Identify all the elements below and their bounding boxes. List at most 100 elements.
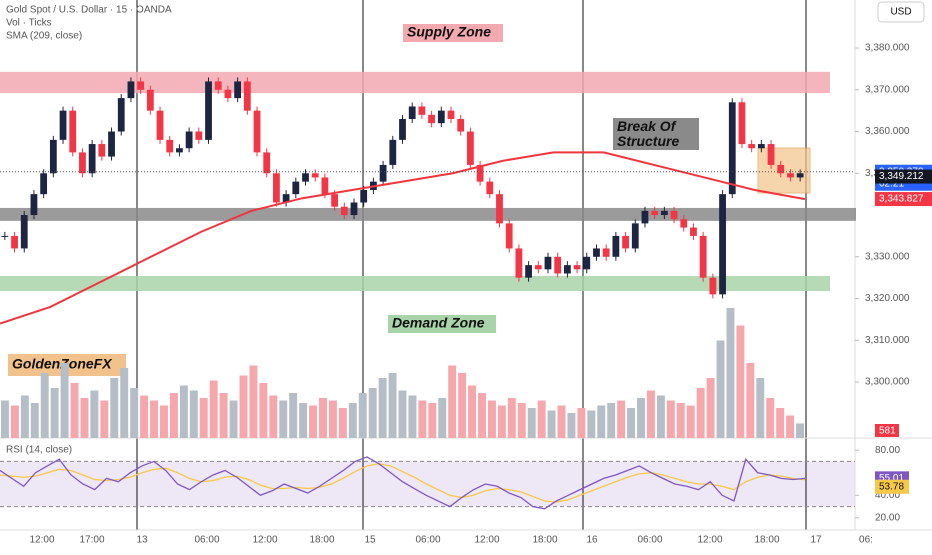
rsi-tick-label: 40.00 [875,490,900,501]
zone-tag-line: Structure [617,133,679,149]
candle [49,139,57,174]
volume-bar [497,405,506,438]
volume-bar [507,398,516,438]
rsi-tag-label: 55.01 [879,473,904,484]
volume-bar [130,388,139,438]
candle [146,89,154,111]
price-tag [875,192,932,207]
zone-tag-line: Break Of [617,118,677,134]
candle [176,148,183,153]
volume-bar [537,400,546,438]
x-tick-label: 16 [586,535,598,546]
candle [11,235,18,249]
volume-bar [120,368,129,438]
volume-bar [20,395,29,438]
candle [476,164,484,182]
volume-bar [348,403,357,438]
rsi-tick-label: 80.00 [875,445,900,456]
y-tick-label: 3,310.000 [865,335,910,346]
candle [690,227,697,236]
candle [641,210,649,224]
volume-bar [547,410,556,438]
candle [331,194,339,207]
x-tick-label: 18:00 [309,535,334,546]
volume-bar [577,408,586,438]
candle [496,194,503,224]
candle [534,265,542,270]
volume-bar [438,398,447,438]
volume-bar [160,405,168,438]
countdown: 02:21 [879,178,904,189]
candle [302,173,309,182]
volume-bar [229,400,238,438]
candle [117,98,125,132]
candle [602,248,610,257]
candle [243,81,251,111]
candle [573,265,581,270]
x-tick-label: 12:00 [29,535,54,546]
volume-bar [60,363,69,438]
volume-bar [90,390,99,438]
zone [0,275,830,292]
volume-bar [309,405,318,438]
volume-bar [627,408,636,438]
candle [350,202,358,216]
price-tag-label: 3,343.827 [879,194,924,205]
candle [796,173,804,178]
candle [457,118,465,132]
candle [98,144,106,157]
candle [282,194,290,203]
volume-bar [617,400,626,438]
volume-title: Vol · Ticks [6,18,52,29]
x-tick-label: 17:00 [79,535,104,546]
candle [757,144,765,149]
candle [292,181,300,195]
candle [79,152,86,174]
candle [234,81,242,99]
volume-bar [408,395,417,438]
candle [1,235,9,237]
candle [418,106,426,115]
candle [583,256,591,270]
volume-bar [100,400,109,438]
candle [709,277,717,295]
volume-bar [319,398,327,438]
volume-bar [587,410,596,438]
candle [612,235,620,257]
y-tick-label: 3,330.000 [865,251,910,262]
x-tick-label: 06: [859,535,873,546]
candle [127,81,135,99]
candle [273,173,280,203]
volume-bar [686,405,695,438]
candle [505,223,513,249]
price-tag [875,169,932,184]
rsi-ma-line [0,463,806,503]
y-tick-label: 3,380.000 [865,43,910,54]
candle [40,173,48,195]
volume-bar [666,400,675,438]
x-tick-label: 12:00 [697,535,722,546]
volume-bar [786,415,795,438]
candle [69,110,77,153]
zone-tag-bg [613,118,699,150]
volume-bar [448,365,457,438]
candle [670,210,678,220]
volume-bar [726,308,735,438]
x-tick-label: 18:00 [754,535,779,546]
candle [544,256,552,270]
x-tick-label: 17 [810,535,822,546]
volume-bar [179,385,188,438]
currency-button[interactable] [877,1,925,23]
candle [88,144,96,174]
candle [787,173,794,178]
candle [224,89,232,99]
x-tick-label: 13 [136,535,148,546]
volume-tag-label: 581 [879,426,896,437]
candle [340,206,348,216]
candle [253,110,261,153]
volume-bar [249,365,258,438]
candle [660,210,668,216]
candle [466,131,474,165]
volume-tag [875,424,899,437]
